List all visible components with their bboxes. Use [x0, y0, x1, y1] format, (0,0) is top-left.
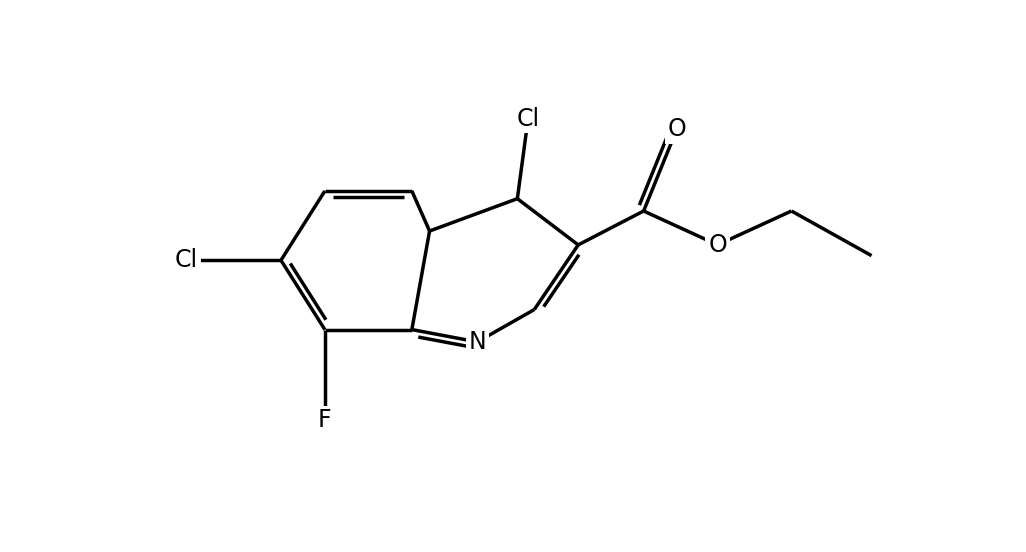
Text: F: F: [318, 408, 331, 432]
Text: O: O: [667, 118, 686, 141]
Text: Cl: Cl: [516, 107, 540, 131]
Text: N: N: [469, 330, 486, 354]
Text: O: O: [708, 233, 727, 257]
Text: Cl: Cl: [174, 248, 198, 272]
